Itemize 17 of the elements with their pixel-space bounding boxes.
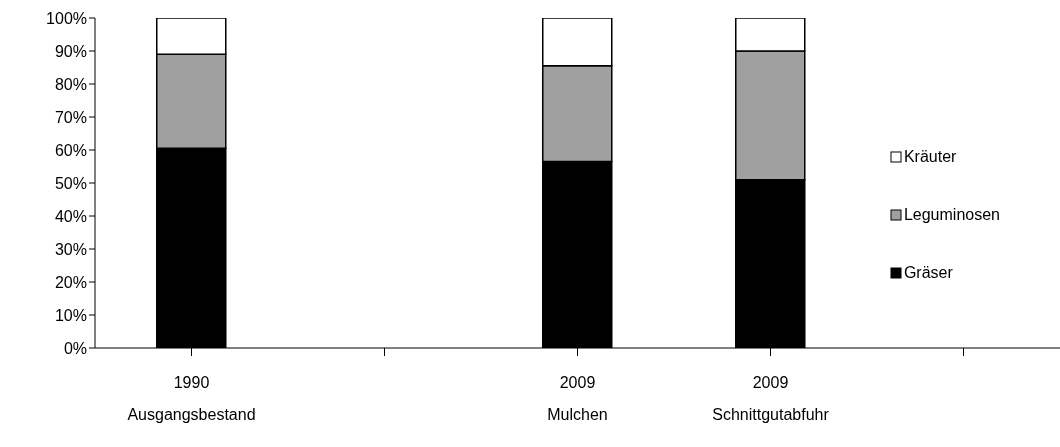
y-tick-label: 50% xyxy=(54,174,87,192)
y-tick-label: 20% xyxy=(54,273,87,291)
y-tick-label: 70% xyxy=(54,108,87,126)
legend-label: Gräser xyxy=(903,264,953,282)
y-tick-label: 40% xyxy=(54,207,87,225)
legend-label: Leguminosen xyxy=(903,206,1000,224)
y-tick-label: 10% xyxy=(54,306,87,324)
y-tick-label: 80% xyxy=(54,75,87,93)
x-tick-label: 1990 Ausgangsbestand xyxy=(127,374,256,423)
x-tick-label: 2009 Schnittgutabfuhr xyxy=(712,374,830,423)
y-tick-label: 0% xyxy=(63,339,87,357)
legend-label: Kräuter xyxy=(903,148,957,166)
y-tick-label: 30% xyxy=(54,240,87,258)
y-tick-label: 90% xyxy=(54,42,87,60)
y-tick-label: 60% xyxy=(54,141,87,159)
x-tick-label: 2009 Mulchen xyxy=(547,374,608,423)
y-tick-label: 100% xyxy=(46,9,87,27)
